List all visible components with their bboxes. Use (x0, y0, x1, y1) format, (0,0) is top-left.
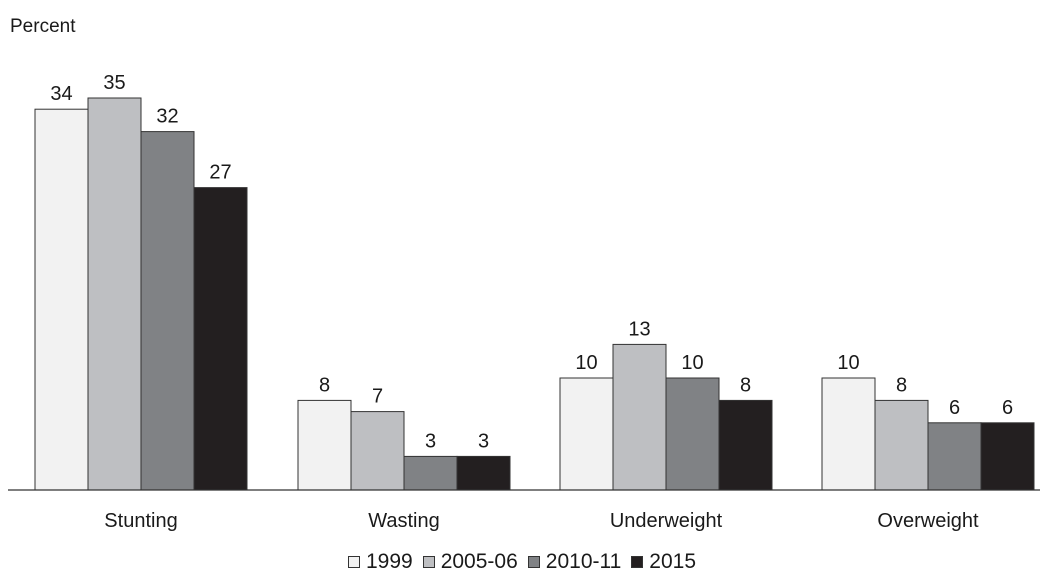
category-label-underweight: Underweight (610, 510, 723, 532)
data-label: 13 (628, 318, 650, 340)
legend-label: 2010-11 (545, 550, 622, 573)
bar-overweight-2005-06 (874, 399, 929, 491)
bar-underweight-2010-11 (665, 377, 720, 491)
legend-swatch (527, 556, 540, 568)
bar-stunting-2005-06 (87, 97, 142, 491)
legend-item-1999: 1999 (347, 550, 413, 574)
bar-overweight-1999 (821, 377, 876, 491)
legend-label: 2005-06 (440, 550, 518, 573)
data-label: 8 (896, 374, 907, 396)
legend-swatch (347, 556, 360, 568)
bar-overweight-2010-11 (927, 422, 982, 491)
bar-stunting-2010-11 (140, 131, 195, 491)
data-label: 3 (425, 430, 436, 452)
category-label-overweight: Overweight (877, 510, 979, 532)
bar-underweight-2005-06 (612, 343, 667, 491)
data-label: 8 (740, 374, 751, 396)
data-label: 10 (575, 352, 597, 374)
data-label: 10 (681, 352, 703, 374)
data-label: 10 (837, 352, 859, 374)
data-label: 7 (372, 386, 383, 408)
bar-stunting-1999 (34, 108, 89, 491)
legend-item-2010-11: 2010-11 (527, 550, 622, 574)
bar-wasting-2015 (456, 455, 511, 491)
data-label: 32 (156, 106, 178, 128)
legend-item-2015: 2015 (631, 550, 696, 574)
bar-overweight-2015 (980, 422, 1035, 491)
bar-wasting-2010-11 (403, 455, 458, 491)
category-label-stunting: Stunting (104, 510, 177, 532)
data-label: 6 (1002, 397, 1013, 419)
legend-label: 1999 (365, 550, 413, 573)
data-label: 3 (478, 430, 489, 452)
data-label: 27 (209, 162, 231, 184)
bar-wasting-1999 (297, 399, 352, 491)
data-label: 34 (50, 83, 72, 105)
legend: 1999 2005-06 2010-11 2015 (0, 550, 1044, 574)
legend-label: 2015 (649, 550, 697, 573)
bar-wasting-2005-06 (350, 411, 405, 491)
bar-underweight-2015 (718, 399, 773, 491)
data-label: 35 (103, 72, 125, 94)
data-label: 6 (949, 397, 960, 419)
bar-chart: 34 35 32 27 Stunting 8 7 3 3 Wasting 10 13 10 8 Underw… (8, 72, 1040, 532)
category-label-wasting: Wasting (368, 510, 440, 532)
bar-stunting-2015 (193, 187, 248, 491)
legend-swatch (422, 556, 435, 568)
legend-item-2005-06: 2005-06 (422, 550, 518, 574)
bar-underweight-1999 (559, 377, 614, 491)
y-axis-label: Percent (10, 16, 76, 37)
data-label: 8 (319, 374, 330, 396)
legend-swatch (631, 556, 644, 568)
